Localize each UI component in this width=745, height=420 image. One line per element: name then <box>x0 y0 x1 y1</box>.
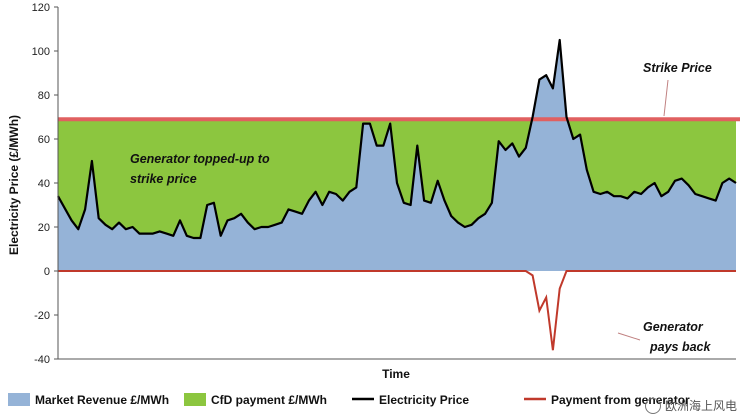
annotation-topped-up-line2: strike price <box>130 172 197 186</box>
annotation-topped-up-line1: Generator topped-up to <box>130 152 270 166</box>
y-tick-label: 60 <box>38 134 50 146</box>
wechat-icon <box>644 397 661 414</box>
y-tick-labels: -40 -20 0 20 40 60 80 100 120 <box>32 2 50 366</box>
x-axis-title: Time <box>382 367 410 381</box>
y-tick-label: 20 <box>38 222 50 234</box>
pays-back-pointer <box>617 332 641 341</box>
legend-label-electricity-price: Electricity Price <box>379 393 469 407</box>
line-layer <box>57 38 740 351</box>
annotation-pays-back-line2: pays back <box>649 340 712 354</box>
y-tick-label: -20 <box>34 310 50 322</box>
y-axis-title: Electricity Price (£/MWh) <box>7 115 21 255</box>
watermark: 欧洲海上风电 <box>644 397 737 414</box>
legend-swatch-market-revenue-mwh <box>8 393 30 406</box>
y-tick-label: 100 <box>32 46 50 58</box>
y-tick-label: 80 <box>38 90 50 102</box>
legend-label-cfd-payment-mwh: CfD payment £/MWh <box>211 393 327 407</box>
strike-price-pointer <box>663 79 669 117</box>
y-tick-label: 120 <box>32 2 50 14</box>
annotation-strike-price: Strike Price <box>643 61 712 75</box>
payment-from-generator-line <box>58 270 736 351</box>
y-tick-label: -40 <box>34 354 50 366</box>
electricity-price-line <box>57 38 737 240</box>
y-tick-label: 40 <box>38 178 50 190</box>
watermark-text: 欧洲海上风电 <box>664 399 737 413</box>
legend-label-market-revenue-mwh: Market Revenue £/MWh <box>35 393 169 407</box>
annotation-pays-back-line1: Generator <box>643 320 704 334</box>
axes-layer <box>54 6 736 360</box>
area-layer <box>58 40 736 271</box>
y-tick-label: 0 <box>44 266 50 278</box>
legend: Market Revenue £/MWh CfD payment £/MWh Ele… <box>8 393 690 407</box>
market-revenue-area <box>58 40 736 271</box>
legend-swatch-cfd-payment-mwh <box>184 393 206 406</box>
